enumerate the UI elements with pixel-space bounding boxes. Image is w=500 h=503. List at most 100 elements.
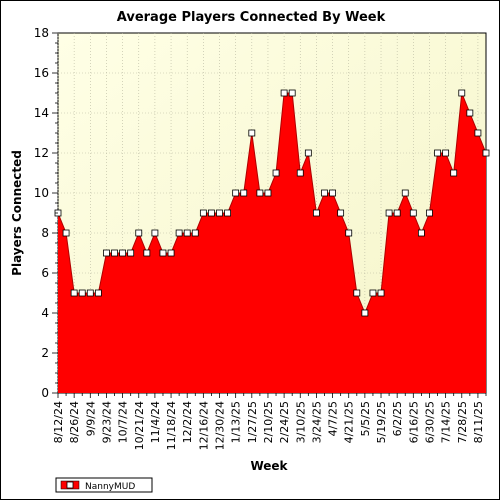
x-tick-label: 5/19/25 bbox=[375, 401, 388, 443]
y-tick-label: 16 bbox=[34, 66, 49, 80]
y-axis: 0 2 4 6 8 10 12 14 16 18 bbox=[34, 26, 58, 400]
x-tick-label: 6/2/25 bbox=[391, 401, 404, 436]
data-point bbox=[159, 249, 167, 257]
data-point bbox=[175, 229, 183, 237]
legend-marker bbox=[66, 481, 74, 489]
data-point bbox=[321, 189, 328, 197]
data-point bbox=[466, 109, 474, 117]
data-point bbox=[135, 229, 143, 237]
y-axis-label: Players Connected bbox=[10, 150, 24, 276]
x-tick-label: 4/21/25 bbox=[343, 401, 356, 443]
data-point bbox=[103, 249, 110, 257]
data-point bbox=[393, 209, 401, 217]
data-point bbox=[70, 289, 78, 297]
data-point bbox=[313, 209, 320, 217]
data-point bbox=[151, 229, 159, 237]
marker-layer bbox=[54, 89, 490, 317]
x-tick-label: 8/11/25 bbox=[472, 401, 485, 443]
data-point bbox=[401, 189, 409, 197]
x-tick-label: 3/24/25 bbox=[310, 401, 323, 443]
data-point bbox=[458, 89, 466, 97]
data-point bbox=[369, 289, 377, 297]
x-tick-label: 12/2/24 bbox=[181, 401, 194, 443]
x-tick-label: 6/16/25 bbox=[407, 401, 420, 443]
data-point bbox=[296, 169, 304, 177]
x-tick-label: 12/30/24 bbox=[214, 401, 227, 450]
data-point bbox=[127, 249, 135, 257]
x-tick-label: 10/21/24 bbox=[133, 401, 146, 450]
data-point bbox=[329, 189, 336, 197]
data-point bbox=[183, 229, 191, 237]
x-tick-label: 4/7/25 bbox=[327, 401, 340, 436]
data-point bbox=[482, 149, 490, 157]
legend: NannyMUD bbox=[55, 477, 153, 493]
data-point bbox=[94, 289, 102, 297]
data-point bbox=[224, 209, 231, 217]
x-tick-label: 2/24/25 bbox=[278, 401, 291, 443]
x-tick-label: 1/13/25 bbox=[230, 401, 243, 443]
y-tick-label: 2 bbox=[41, 346, 49, 360]
data-point bbox=[167, 249, 175, 257]
data-point bbox=[240, 189, 248, 197]
data-point bbox=[361, 309, 369, 317]
x-tick-label: 8/26/24 bbox=[68, 401, 81, 443]
x-axis-label: Week bbox=[250, 459, 288, 473]
data-point bbox=[442, 149, 450, 157]
data-point bbox=[474, 129, 482, 137]
y-tick-label: 14 bbox=[34, 106, 49, 120]
y-tick-label: 12 bbox=[34, 146, 49, 160]
data-point bbox=[111, 249, 118, 257]
data-point bbox=[216, 209, 223, 217]
data-point bbox=[345, 229, 353, 237]
data-point bbox=[86, 289, 94, 297]
x-tick-label: 2/10/25 bbox=[262, 401, 275, 443]
legend-label: NannyMUD bbox=[85, 482, 135, 492]
data-point bbox=[272, 169, 280, 177]
data-point bbox=[409, 209, 417, 217]
data-point bbox=[450, 169, 458, 177]
y-tick-label: 8 bbox=[41, 226, 49, 240]
x-tick-label: 11/18/24 bbox=[165, 401, 178, 450]
data-point bbox=[248, 129, 256, 137]
data-point bbox=[434, 149, 441, 157]
x-tick-label: 3/10/25 bbox=[294, 401, 307, 443]
data-point bbox=[417, 229, 425, 237]
x-axis: 8/12/24 8/26/24 9/9/24 9/23/24 10/7/24 10/21/… bbox=[52, 393, 487, 450]
data-point bbox=[377, 289, 385, 297]
x-tick-label: 7/14/25 bbox=[440, 401, 453, 443]
legend-box bbox=[55, 477, 153, 493]
data-point bbox=[119, 249, 126, 257]
data-point bbox=[426, 209, 433, 217]
data-point bbox=[385, 209, 393, 217]
x-tick-label: 11/4/24 bbox=[149, 401, 162, 443]
x-tick-label: 12/16/24 bbox=[197, 401, 210, 450]
data-point bbox=[143, 249, 151, 257]
data-point bbox=[78, 289, 86, 297]
data-point bbox=[288, 89, 296, 97]
x-tick-label: 9/9/24 bbox=[84, 401, 97, 436]
y-tick-label: 4 bbox=[41, 306, 49, 320]
y-tick-label: 10 bbox=[34, 186, 49, 200]
x-tick-label: 10/7/24 bbox=[117, 401, 130, 443]
y-tick-label: 0 bbox=[41, 386, 49, 400]
y-tick-label: 18 bbox=[34, 26, 49, 40]
x-tick-label: 6/30/25 bbox=[423, 401, 436, 443]
data-point bbox=[280, 89, 288, 97]
data-point bbox=[232, 189, 240, 197]
data-point bbox=[264, 189, 272, 197]
data-point bbox=[208, 209, 215, 217]
series-area bbox=[58, 93, 486, 393]
y-tick-label: 6 bbox=[41, 266, 49, 280]
x-tick-label: 9/23/24 bbox=[100, 401, 113, 443]
chart-title: Average Players Connected By Week bbox=[117, 10, 386, 25]
data-point bbox=[337, 209, 345, 217]
data-point bbox=[62, 229, 70, 237]
data-point bbox=[353, 289, 361, 297]
data-point bbox=[304, 149, 312, 157]
x-tick-label: 8/12/24 bbox=[52, 401, 65, 443]
data-point bbox=[199, 209, 207, 217]
x-tick-label: 7/28/25 bbox=[456, 401, 469, 443]
x-tick-label: 1/27/25 bbox=[246, 401, 259, 443]
data-point bbox=[191, 229, 199, 237]
